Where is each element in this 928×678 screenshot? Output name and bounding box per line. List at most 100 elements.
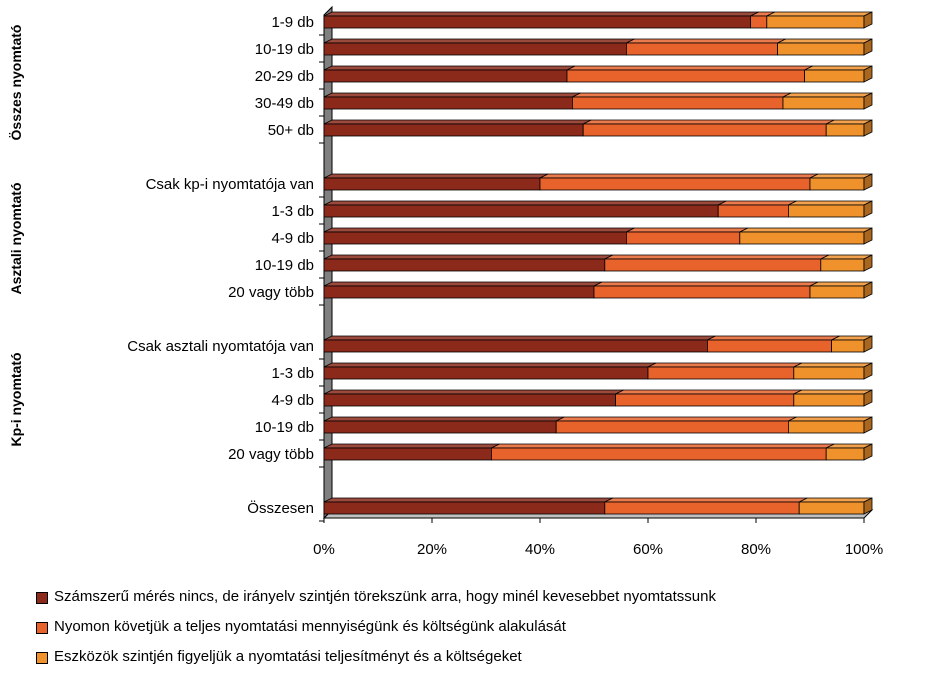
bar-top-2-7 — [718, 201, 796, 205]
x-tick-label-3: 40% — [525, 541, 555, 558]
bar-series-2-cat-12 — [648, 367, 794, 379]
x-tick-label-6: 100% — [845, 541, 883, 558]
bar-series-1-cat-15 — [324, 448, 491, 460]
bar-top-2-10 — [594, 282, 818, 286]
legend-swatch-series-2 — [36, 622, 48, 634]
bar-series-3-cat-9 — [821, 259, 864, 271]
bar-top-3-8 — [740, 228, 872, 232]
bar-series-2-cat-9 — [605, 259, 821, 271]
x-tick-label-4: 60% — [633, 541, 663, 558]
bar-series-3-cat-1 — [767, 16, 864, 28]
category-label-1: 1-9 db — [271, 14, 314, 31]
bar-top-2-11 — [707, 336, 839, 340]
bar-series-2-cat-14 — [556, 421, 788, 433]
bar-series-3-cat-16 — [799, 502, 864, 514]
bar-series-1-cat-10 — [324, 286, 594, 298]
bar-series-3-cat-3 — [805, 70, 864, 82]
bar-series-1-cat-13 — [324, 394, 616, 406]
bar-top-2-3 — [567, 66, 813, 70]
category-label-6: Csak kp-i nyomtatója van — [146, 176, 314, 193]
group-label-1: Összes nyomtató — [8, 25, 24, 141]
bar-series-1-cat-7 — [324, 205, 718, 217]
bar-series-2-cat-10 — [594, 286, 810, 298]
bar-series-2-cat-15 — [491, 448, 826, 460]
bar-series-3-cat-12 — [794, 367, 864, 379]
bar-top-1-12 — [324, 363, 656, 367]
bar-series-1-cat-14 — [324, 421, 556, 433]
bar-top-3-6 — [810, 174, 872, 178]
legend-label-series-1: Számszerű mérés nincs, de irányelv szint… — [54, 588, 716, 606]
bar-top-1-9 — [324, 255, 613, 259]
bar-top-3-4 — [783, 93, 872, 97]
bar-series-1-cat-1 — [324, 16, 751, 28]
legend-label-series-2: Nyomon követjük a teljes nyomtatási menn… — [54, 618, 566, 636]
stacked-bar-chart: 1-9 db 10-19 db 20-29 db 30-49 db 50+ db Csak… — [0, 0, 928, 580]
bar-top-1-4 — [324, 93, 580, 97]
bar-series-3-cat-6 — [810, 178, 864, 190]
bar-top-2-9 — [605, 255, 829, 259]
category-label-15: 20 vagy több — [228, 446, 314, 463]
bar-top-1-6 — [324, 174, 548, 178]
bar-top-1-1 — [324, 12, 759, 16]
bar-top-2-13 — [616, 390, 802, 394]
bar-series-1-cat-2 — [324, 43, 626, 55]
bar-series-1-cat-6 — [324, 178, 540, 190]
bar-top-3-16 — [799, 498, 872, 502]
bar-series-1-cat-9 — [324, 259, 605, 271]
bar-top-3-1 — [767, 12, 872, 16]
bar-top-3-2 — [778, 39, 872, 43]
bar-top-1-16 — [324, 498, 613, 502]
bar-series-1-cat-4 — [324, 97, 572, 109]
bar-series-3-cat-7 — [788, 205, 864, 217]
bar-series-2-cat-11 — [707, 340, 831, 352]
bar-series-3-cat-13 — [794, 394, 864, 406]
bar-series-3-cat-2 — [778, 43, 864, 55]
bar-series-3-cat-11 — [832, 340, 864, 352]
bar-top-3-7 — [788, 201, 872, 205]
bar-top-3-3 — [805, 66, 872, 70]
bar-top-2-2 — [626, 39, 785, 43]
bar-top-1-15 — [324, 444, 499, 448]
bar-top-3-13 — [794, 390, 872, 394]
bar-series-1-cat-12 — [324, 367, 648, 379]
bar-top-2-14 — [556, 417, 796, 421]
bar-top-1-14 — [324, 417, 564, 421]
bar-series-3-cat-14 — [788, 421, 864, 433]
bar-series-3-cat-10 — [810, 286, 864, 298]
bar-top-2-15 — [491, 444, 834, 448]
category-label-3: 20-29 db — [255, 68, 314, 85]
bar-top-2-5 — [583, 120, 834, 124]
bar-series-2-cat-8 — [626, 232, 739, 244]
bar-series-2-cat-5 — [583, 124, 826, 136]
bar-top-1-7 — [324, 201, 726, 205]
bar-series-1-cat-16 — [324, 502, 605, 514]
bar-series-2-cat-6 — [540, 178, 810, 190]
category-label-5: 50+ db — [268, 122, 314, 139]
bar-series-2-cat-2 — [626, 43, 777, 55]
group-label-3: Kp-i nyomtató — [8, 352, 24, 446]
bar-series-2-cat-7 — [718, 205, 788, 217]
bar-top-1-3 — [324, 66, 575, 70]
bar-top-2-16 — [605, 498, 807, 502]
bar-series-2-cat-16 — [605, 502, 799, 514]
bar-top-1-11 — [324, 336, 715, 340]
bar-top-3-14 — [788, 417, 872, 421]
x-tick-label-1: 0% — [313, 541, 335, 558]
bar-series-1-cat-11 — [324, 340, 707, 352]
legend-swatch-series-3 — [36, 652, 48, 664]
category-label-11: Csak asztali nyomtatója van — [127, 338, 314, 355]
category-label-14: 10-19 db — [255, 419, 314, 436]
bar-series-2-cat-1 — [751, 16, 767, 28]
bar-top-2-12 — [648, 363, 802, 367]
bar-top-1-8 — [324, 228, 634, 232]
bar-series-3-cat-5 — [826, 124, 864, 136]
bar-series-3-cat-4 — [783, 97, 864, 109]
bar-series-1-cat-3 — [324, 70, 567, 82]
legend-swatch-series-1 — [36, 592, 48, 604]
category-label-16: Összesen — [247, 499, 314, 517]
bar-top-1-2 — [324, 39, 634, 43]
category-label-8: 4-9 db — [271, 230, 314, 247]
category-label-2: 10-19 db — [255, 41, 314, 58]
bar-series-2-cat-3 — [567, 70, 805, 82]
bar-top-3-10 — [810, 282, 872, 286]
